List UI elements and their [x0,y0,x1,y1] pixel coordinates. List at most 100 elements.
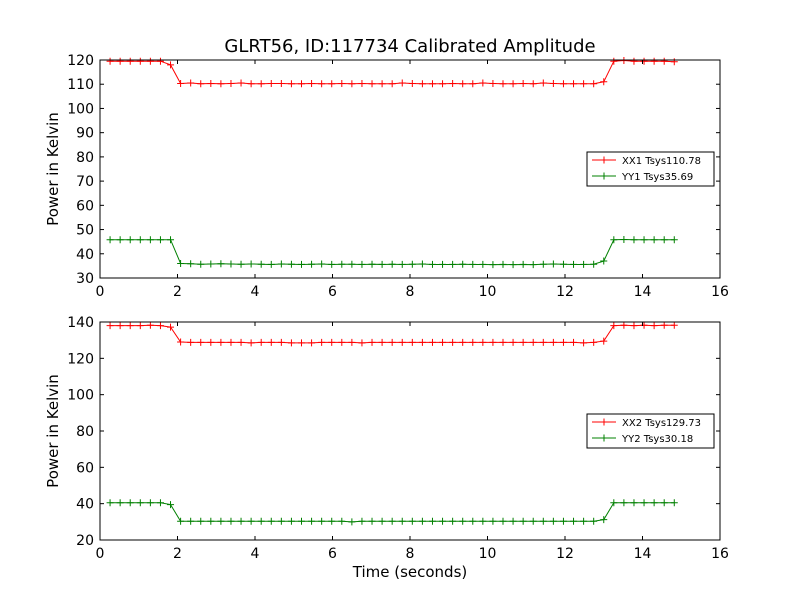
data-point [328,338,336,346]
data-point [600,337,608,345]
data-point [207,338,215,346]
y-tick-label: 40 [76,497,94,513]
data-point [358,79,366,87]
y-tick-label: 100 [67,388,94,404]
data-point [388,338,396,346]
data-point [630,322,638,330]
data-point [529,517,537,525]
data-point [519,517,527,525]
legend-box [586,151,715,187]
legend-marker [600,172,608,180]
data-point [227,79,235,87]
data-point [348,260,356,268]
data-point [378,80,386,88]
data-point [479,517,487,525]
data-point [217,260,225,268]
x-tick-label: 6 [328,284,337,300]
y-axis-label: Power in Kelvin [44,374,62,488]
data-point [499,338,507,346]
y-tick-label: 110 [67,77,94,93]
data-point [308,339,316,347]
data-point [630,236,638,244]
data-point [640,321,648,329]
data-point [257,260,265,268]
series-1-1 [106,56,678,88]
data-point [167,236,175,244]
y-tick-label: 80 [76,424,94,440]
data-point [439,260,447,268]
data-point [217,338,225,346]
data-point [509,261,517,269]
data-point [489,79,497,87]
data-point [167,323,175,331]
data-point [197,517,205,525]
y-axis-label: Power in Kelvin [44,112,62,226]
data-point [287,339,295,347]
legend-marker [600,434,608,442]
data-point [287,517,295,525]
data-point [640,499,648,507]
data-point [388,80,396,88]
data-point [549,338,557,346]
data-point [368,338,376,346]
data-point [197,338,205,346]
y-tick-label: 90 [76,126,94,142]
data-point [449,338,457,346]
data-point [207,260,215,268]
x-tick-label: 16 [711,284,729,300]
legend-marker [600,418,608,426]
data-point [197,260,205,268]
data-point [378,260,386,268]
data-point [519,260,527,268]
data-point [539,79,547,87]
data-point [398,517,406,525]
data-point [348,518,356,526]
data-point [318,517,326,525]
data-point [388,260,396,268]
data-point [277,260,285,268]
y-tick-label: 80 [76,150,94,166]
data-point [187,79,195,87]
data-point [187,338,195,346]
data-point [529,80,537,88]
data-point [106,322,114,330]
data-point [217,517,225,525]
data-point [378,517,386,525]
data-point [177,259,185,267]
data-point [610,499,618,507]
data-point [267,79,275,87]
data-point [439,80,447,88]
data-point [257,338,265,346]
data-point [207,517,215,525]
data-point [489,261,497,269]
y-tick-label: 120 [67,53,94,69]
x-tick-label: 6 [328,546,337,562]
series-2-2 [106,499,678,526]
data-point [428,260,436,268]
data-point [590,80,598,88]
data-point [398,260,406,268]
data-point [318,80,326,88]
data-point [298,260,305,268]
data-point [368,517,376,525]
data-point [570,517,578,525]
data-point [116,236,124,244]
data-point [559,260,567,268]
data-point [449,260,457,268]
data-point [408,79,416,87]
data-point [469,338,477,346]
data-point [308,260,316,268]
data-point [277,79,285,87]
data-point [529,338,537,346]
data-point [227,517,235,525]
data-point [439,517,447,525]
data-point [308,517,316,525]
data-point [529,261,537,269]
legend-marker [600,156,608,164]
data-point [257,80,265,88]
data-point [227,338,235,346]
data-point [106,57,114,65]
data-point [600,78,608,86]
legend-entry: YY2 Tsys30.18 [621,434,693,445]
